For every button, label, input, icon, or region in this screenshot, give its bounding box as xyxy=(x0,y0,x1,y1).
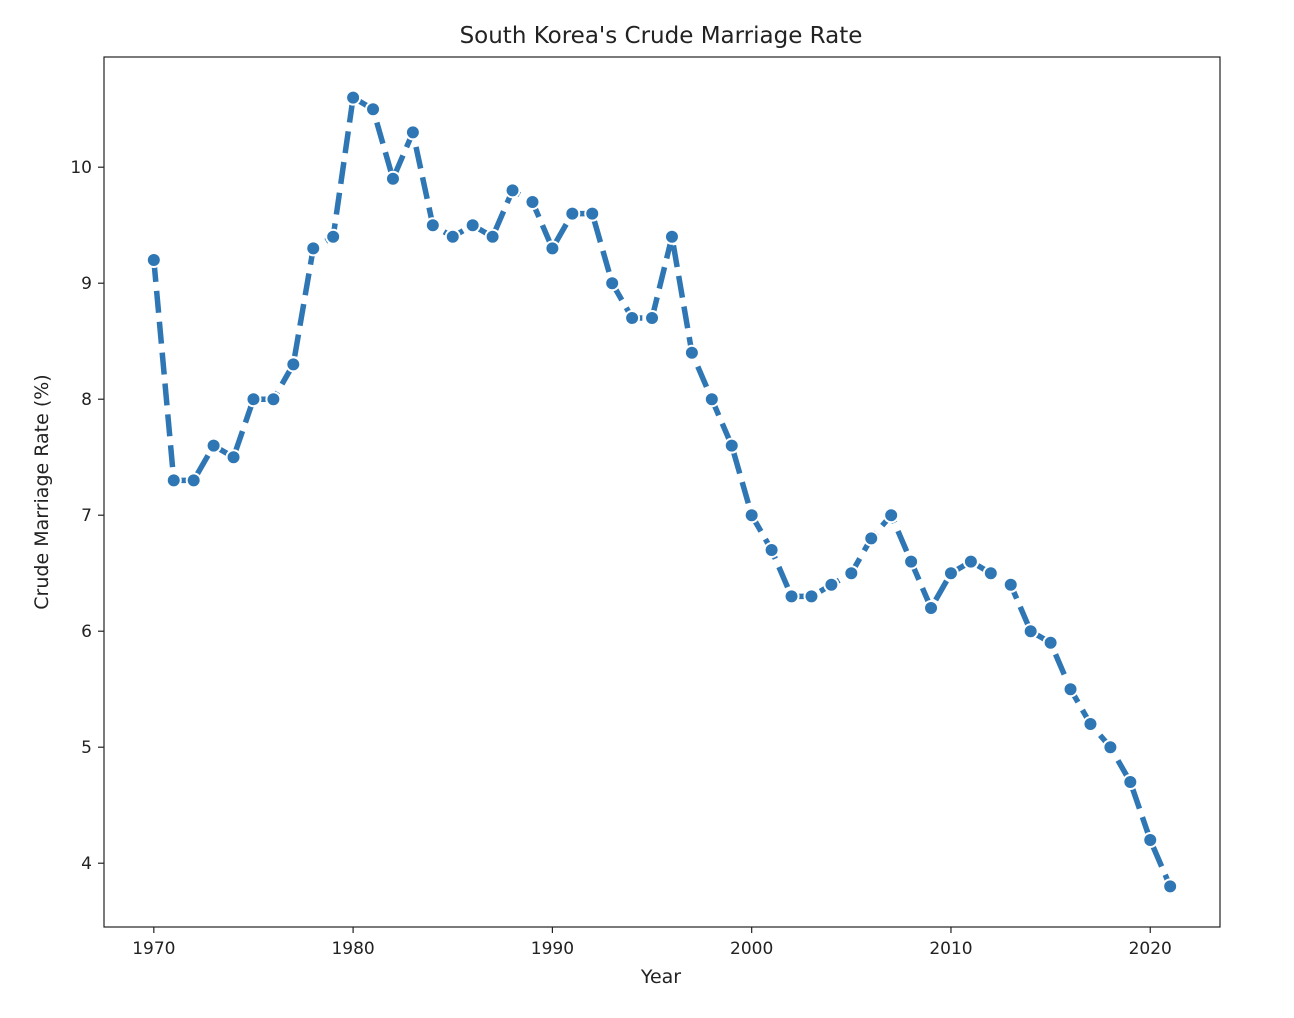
data-point xyxy=(464,217,481,234)
data-point xyxy=(723,437,740,454)
data-point xyxy=(942,565,959,582)
data-point xyxy=(843,565,860,582)
data-point xyxy=(484,228,501,245)
data-point xyxy=(604,275,621,292)
x-tick-label: 1970 xyxy=(132,939,175,959)
data-point xyxy=(265,391,282,408)
y-tick-label: 10 xyxy=(70,158,92,178)
x-tick-label: 2020 xyxy=(1129,939,1172,959)
data-point xyxy=(404,124,421,141)
plot-area xyxy=(145,89,1179,895)
data-point xyxy=(285,356,302,373)
data-point xyxy=(1082,716,1099,732)
data-point xyxy=(982,565,999,582)
series-line xyxy=(151,94,1173,888)
data-point xyxy=(1002,576,1019,593)
data-point xyxy=(1042,634,1059,651)
x-tick-label: 2010 xyxy=(929,939,972,959)
data-point xyxy=(1022,623,1039,640)
data-point xyxy=(624,310,641,326)
y-tick-label: 7 xyxy=(81,506,92,526)
data-point xyxy=(663,228,680,245)
data-point xyxy=(524,194,541,210)
data-point xyxy=(225,449,242,466)
data-point xyxy=(1162,878,1179,895)
y-axis-title: Crude Marriage Rate (%) xyxy=(31,374,53,609)
x-axis-title: Year xyxy=(640,966,681,988)
data-point xyxy=(823,576,840,593)
y-tick-label: 6 xyxy=(81,622,92,642)
y-tick-label: 9 xyxy=(81,274,92,294)
data-point xyxy=(962,553,979,570)
data-point xyxy=(305,240,322,257)
data-point xyxy=(165,472,182,489)
data-point xyxy=(703,391,720,408)
data-point xyxy=(923,600,940,616)
y-tick-label: 4 xyxy=(81,854,92,874)
data-point xyxy=(365,101,382,118)
data-point xyxy=(743,507,760,524)
data-point xyxy=(345,89,362,106)
data-point xyxy=(883,507,900,524)
data-point xyxy=(803,588,820,605)
x-tick-label: 1990 xyxy=(531,939,574,959)
data-point xyxy=(1062,681,1079,698)
data-point xyxy=(783,588,800,605)
data-point xyxy=(644,310,661,326)
y-axis: 4 5 6 7 8 9 10 xyxy=(70,158,104,874)
data-point xyxy=(424,217,441,234)
plot-frame xyxy=(103,56,1221,928)
data-point xyxy=(1102,739,1119,756)
data-point xyxy=(1122,774,1139,790)
data-point xyxy=(145,252,162,268)
data-point xyxy=(863,530,880,547)
data-point xyxy=(245,391,262,408)
data-point xyxy=(185,472,202,489)
x-axis: 1970 1980 1990 2000 2010 2020 xyxy=(132,927,1172,959)
data-point xyxy=(325,228,342,245)
y-tick-label: 8 xyxy=(81,390,92,410)
data-point xyxy=(504,182,521,199)
data-point xyxy=(763,542,780,558)
data-point xyxy=(444,228,461,245)
data-point xyxy=(544,240,561,257)
data-point xyxy=(903,553,920,570)
data-point xyxy=(683,344,700,361)
data-point xyxy=(205,437,222,454)
x-tick-label: 2000 xyxy=(730,939,773,959)
chart-title: South Korea's Crude Marriage Rate xyxy=(460,23,863,49)
y-tick-label: 5 xyxy=(81,738,92,758)
data-point xyxy=(584,205,601,222)
data-point xyxy=(384,170,401,187)
x-tick-label: 1980 xyxy=(331,939,374,959)
data-point xyxy=(564,205,581,222)
data-point xyxy=(1142,832,1159,848)
